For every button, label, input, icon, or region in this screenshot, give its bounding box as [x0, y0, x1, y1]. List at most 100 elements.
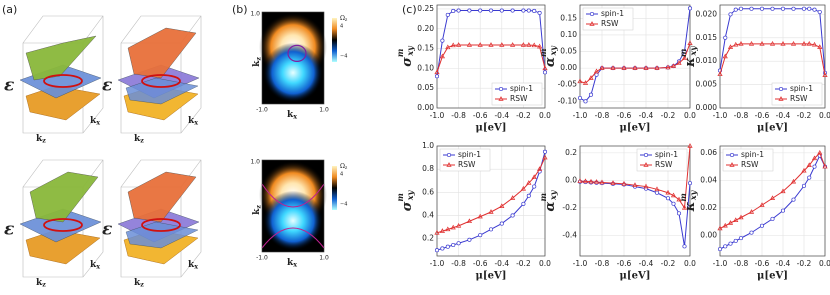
- y-tick-label: 0.00: [560, 63, 577, 72]
- data-point: [593, 179, 600, 184]
- data-point: [687, 143, 693, 148]
- data-point: [801, 167, 807, 173]
- data-point: [717, 225, 723, 231]
- y-tick-label: 0.00: [417, 103, 434, 112]
- data-point: [510, 42, 516, 47]
- label-sup: m: [395, 193, 405, 201]
- label-sub: z: [255, 57, 262, 61]
- y-tick-label: 0.25: [417, 4, 434, 13]
- y-tick-label: 0.000: [696, 103, 718, 112]
- colorbar-tick: 4: [340, 172, 343, 178]
- data-point: [733, 41, 739, 47]
- data-point: [643, 186, 649, 191]
- x-tick-label: -0.4: [494, 111, 509, 120]
- y-tick-label: 0.15: [417, 44, 434, 53]
- label-sub: x: [293, 261, 297, 268]
- x-tick-label: -0.8: [734, 111, 749, 120]
- x-tick-label: 0.0: [819, 111, 830, 120]
- plot-frame: [436, 4, 546, 109]
- y-tick-label: 0.15: [560, 13, 577, 22]
- data-point: [537, 10, 542, 15]
- label-sup: m: [538, 48, 548, 56]
- label-sub: z: [42, 137, 46, 144]
- label-base: k: [287, 110, 294, 120]
- label-base: k: [188, 260, 195, 270]
- data-point: [521, 8, 526, 13]
- data-point: [499, 221, 504, 226]
- colorbar-tick: 4: [340, 24, 343, 30]
- nodal-line: [43, 74, 83, 88]
- legend-marker: [498, 96, 504, 101]
- data-point: [682, 49, 687, 54]
- data-point: [531, 174, 537, 180]
- label-base: Ω: [340, 15, 345, 22]
- data-point: [488, 8, 494, 13]
- data-point: [749, 6, 754, 11]
- legend-marker: [446, 162, 452, 167]
- negative-lobe: [263, 42, 323, 103]
- x-tick-label: -0.2: [661, 259, 676, 268]
- y-tick-label: 0.4: [422, 210, 434, 219]
- data-point: [748, 40, 755, 46]
- data-point: [450, 42, 456, 48]
- x-tick-label: 0.0: [539, 111, 551, 120]
- data-point: [532, 8, 537, 13]
- x-tick-label: -0.2: [797, 259, 812, 268]
- data-point: [738, 40, 744, 46]
- data-point: [478, 8, 483, 13]
- x-tick-label: -0.4: [639, 111, 654, 120]
- legend-label: spin-1: [458, 150, 481, 159]
- y-tick-label: 0.20: [417, 24, 434, 33]
- x-axis-label: μ[eV]: [757, 123, 788, 134]
- data-point: [822, 72, 828, 77]
- data-point: [510, 8, 515, 13]
- label-sub: xy: [688, 45, 698, 57]
- data-point: [728, 12, 733, 17]
- x-axis-label: μ[eV]: [757, 271, 788, 282]
- x-tick-label: -0.6: [755, 259, 770, 268]
- x-tick-label: -0.8: [734, 259, 749, 268]
- data-point: [488, 42, 494, 47]
- x-tick-label: -1.0: [573, 111, 588, 120]
- data-point: [477, 213, 483, 219]
- legend-marker: [643, 152, 649, 158]
- data-point: [466, 218, 472, 224]
- data-point: [434, 74, 440, 79]
- data-point: [451, 242, 456, 248]
- data-point: [811, 41, 818, 47]
- kx-label: kx: [90, 116, 100, 127]
- label-sup: m: [395, 49, 405, 57]
- nodal-line: [141, 74, 181, 88]
- data-point: [790, 40, 797, 46]
- y-tick-label: 0.10: [417, 63, 434, 72]
- series-line: [719, 8, 826, 73]
- series-line: [579, 145, 691, 210]
- data-point: [450, 224, 456, 230]
- energy-label: ε: [4, 76, 14, 96]
- x-tick-label: -1.0: [713, 259, 728, 268]
- data-point: [520, 185, 526, 191]
- kx-label: kx: [188, 116, 198, 127]
- y-tick-label: 0.2: [565, 148, 577, 157]
- data-point: [456, 241, 461, 246]
- data-point: [632, 65, 638, 70]
- y-tick-label: -0.4: [562, 230, 577, 239]
- fermi-contour: [261, 183, 325, 208]
- x-tick-label: -0.4: [776, 259, 791, 268]
- y-tick-label: 0.005: [696, 80, 718, 89]
- data-point: [532, 184, 537, 189]
- colorbar: [332, 166, 337, 210]
- data-point: [588, 178, 594, 184]
- data-point: [583, 99, 588, 104]
- data-point: [577, 78, 583, 84]
- label-base: k: [90, 260, 97, 270]
- data-point: [780, 208, 786, 213]
- data-point: [817, 149, 823, 155]
- y-tick-label: 0.2: [422, 234, 434, 243]
- y-axis-label: αmxy: [538, 189, 558, 211]
- legend-marker: [446, 152, 452, 158]
- map-frame: [261, 11, 325, 105]
- series-line: [436, 44, 546, 73]
- label-symbol: σ: [400, 57, 415, 67]
- data-point: [759, 6, 765, 11]
